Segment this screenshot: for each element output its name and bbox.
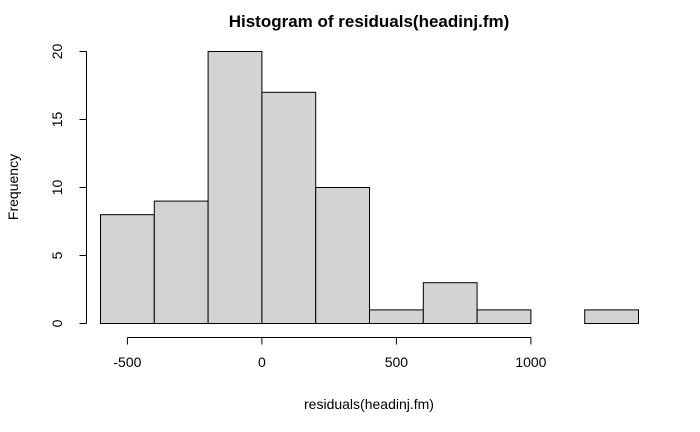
chart-title: Histogram of residuals(headinj.fm) — [229, 12, 510, 31]
y-tick-label: 10 — [49, 180, 65, 196]
histogram-bar — [153, 200, 209, 325]
histogram-bar — [584, 309, 640, 324]
histogram-bar — [207, 51, 263, 324]
x-tick-label: 0 — [258, 354, 266, 370]
y-tick-label: 5 — [49, 251, 65, 259]
histogram-bar — [422, 282, 478, 325]
x-axis: -500 0 500 1000 — [113, 337, 547, 370]
x-axis-label: residuals(headinj.fm) — [304, 396, 434, 412]
y-tick-label: 20 — [49, 44, 65, 60]
histogram-bar — [261, 91, 317, 324]
x-tick-label: -500 — [113, 354, 141, 370]
y-axis-label: Frequency — [5, 154, 21, 220]
x-tick-label: 1000 — [515, 354, 546, 370]
x-tick-label: 500 — [385, 354, 409, 370]
histogram-bar — [315, 187, 371, 324]
y-tick-label: 15 — [49, 112, 65, 128]
histogram-bar — [476, 309, 532, 324]
y-tick-label: 0 — [49, 319, 65, 327]
y-axis: 0 5 10 15 20 — [49, 44, 87, 327]
histogram-bar — [369, 309, 424, 324]
bars-group — [100, 51, 640, 325]
histogram-bar — [100, 214, 155, 324]
